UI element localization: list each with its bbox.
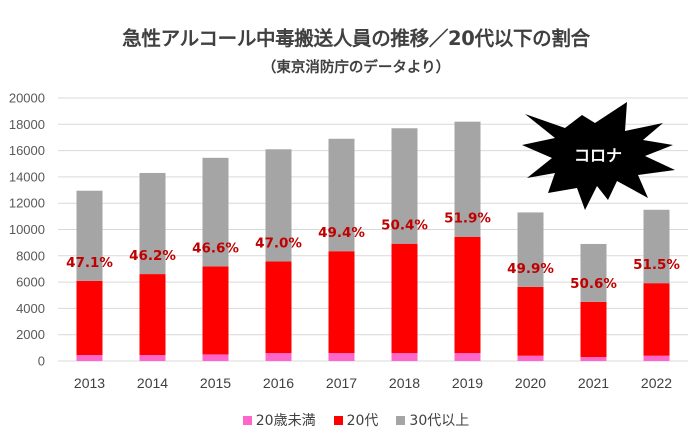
bar-2017-series-2	[328, 138, 355, 252]
x-tick-label: 2013	[74, 375, 105, 391]
bar-2022-series-2	[643, 209, 670, 284]
y-tick-label: 20000	[9, 91, 45, 106]
legend-swatch-under20	[242, 415, 252, 425]
corona-annotation: コロナ	[522, 102, 675, 210]
corona-label: コロナ	[574, 146, 622, 165]
bar-2022-series-1	[643, 283, 670, 356]
bar-2017-series-0	[328, 353, 355, 361]
x-tick-label: 2020	[515, 375, 546, 391]
data-label-2020: 49.9%	[507, 261, 554, 277]
data-label-2019: 51.9%	[444, 211, 491, 227]
data-label-2015: 46.6%	[192, 240, 239, 256]
data-label-2021: 50.6%	[570, 276, 617, 292]
data-label-2013: 47.1%	[66, 255, 113, 271]
y-tick-label: 12000	[9, 196, 45, 211]
bar-2013-series-0	[76, 355, 103, 361]
x-axis-ticks: 2013 2014 2015 2016 2017 2018 2019 2020 2021 2022	[74, 375, 672, 391]
x-tick-label: 2018	[389, 375, 420, 391]
x-tick-label: 2017	[326, 375, 357, 391]
bar-2013-series-2	[76, 190, 103, 281]
bar-2021-series-0	[580, 357, 607, 361]
bar-2018-series-0	[391, 353, 418, 361]
bar-2021-series-1	[580, 301, 607, 358]
y-tick-label: 2000	[16, 327, 45, 342]
bar-2016-series-0	[265, 353, 292, 361]
bar-2015-series-1	[202, 266, 229, 355]
bar-2019-series-1	[454, 236, 481, 354]
bar-2020-series-1	[517, 286, 544, 356]
legend: 20歳未満 20代 30代以上	[0, 410, 700, 430]
y-tick-label: 8000	[16, 248, 45, 263]
x-tick-label: 2019	[452, 375, 483, 391]
x-tick-label: 2022	[641, 375, 672, 391]
bar-2014-series-0	[139, 355, 166, 361]
legend-item-under20: 20歳未満	[242, 410, 316, 430]
bar-2020-series-0	[517, 355, 544, 361]
data-label-2022: 51.5%	[633, 257, 680, 273]
y-tick-label: 0	[38, 354, 45, 369]
bars	[76, 121, 670, 361]
bar-2018-series-2	[391, 128, 418, 244]
bar-2015-series-0	[202, 354, 229, 361]
legend-swatch-30plus	[396, 415, 406, 425]
x-tick-label: 2015	[200, 375, 231, 391]
data-labels: 47.1% 46.2% 46.6% 47.0% 49.4% 50.4% 51.9% 49.9%…	[66, 211, 680, 292]
bar-2022-series-0	[643, 355, 670, 361]
bar-2019-series-2	[454, 121, 481, 237]
bar-2014-series-2	[139, 172, 166, 275]
data-label-2016: 47.0%	[255, 235, 302, 251]
y-tick-label: 10000	[9, 222, 45, 237]
bar-2014-series-1	[139, 274, 166, 356]
explosion-shape	[522, 102, 675, 210]
bar-2020-series-2	[517, 212, 544, 287]
bar-2015-series-2	[202, 157, 229, 267]
legend-label-30plus: 30代以上	[409, 413, 470, 429]
legend-item-30plus: 30代以上	[396, 410, 469, 430]
legend-item-20s: 20代	[333, 410, 379, 430]
data-label-2017: 49.4%	[318, 225, 365, 241]
bar-2021-series-2	[580, 243, 607, 302]
bar-2016-series-2	[265, 149, 292, 262]
y-axis-ticks: 0 2000 4000 6000 8000 10000 12000 14000 16000 180…	[9, 91, 45, 369]
data-label-2018: 50.4%	[381, 218, 428, 234]
y-tick-label: 16000	[9, 143, 45, 158]
chart-title: 急性アルコール中毒搬送人員の推移／20代以下の割合	[122, 27, 590, 50]
x-tick-label: 2016	[263, 375, 294, 391]
x-tick-label: 2021	[578, 375, 609, 391]
x-tick-label: 2014	[137, 375, 168, 391]
legend-swatch-20s	[333, 415, 343, 425]
y-tick-label: 6000	[16, 275, 45, 290]
chart-subtitle: （東京消防庁のデータより）	[261, 60, 451, 76]
bar-2016-series-1	[265, 261, 292, 354]
y-tick-label: 14000	[9, 169, 45, 184]
bar-2017-series-1	[328, 251, 355, 354]
legend-label-20s: 20代	[346, 413, 379, 429]
legend-label-under20: 20歳未満	[255, 413, 316, 429]
y-tick-label: 18000	[9, 117, 45, 132]
bar-2019-series-0	[454, 353, 481, 361]
bar-2013-series-1	[76, 280, 103, 356]
data-label-2014: 46.2%	[129, 248, 176, 264]
y-tick-label: 4000	[16, 301, 45, 316]
bar-2018-series-1	[391, 243, 418, 354]
